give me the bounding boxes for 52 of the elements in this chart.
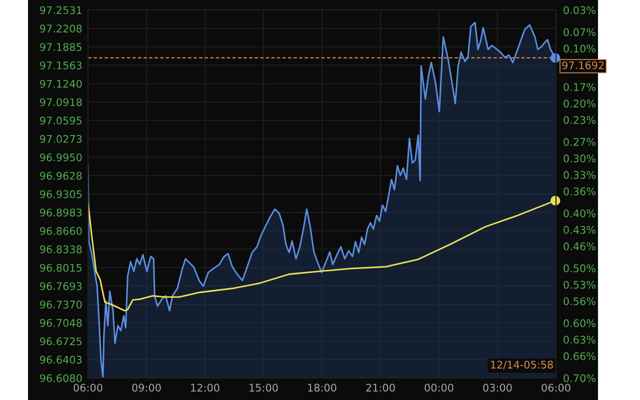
y-tick-label: 96.6403 bbox=[40, 356, 82, 364]
y-tick-label: 96.7693 bbox=[40, 282, 82, 290]
x-tick-label: 06:00 bbox=[74, 384, 102, 392]
y2-tick-label: 0.17% bbox=[564, 83, 596, 91]
y-tick-label: 96.9628 bbox=[40, 172, 82, 180]
y2-tick-label: 0.23% bbox=[564, 116, 596, 124]
y-tick-label: 97.1240 bbox=[40, 80, 82, 88]
y-tick-label: 97.2531 bbox=[40, 6, 82, 14]
y-tick-label: 96.8983 bbox=[40, 208, 82, 217]
y-tick-label: 97.0273 bbox=[40, 135, 82, 143]
y2-tick-label: 0.53% bbox=[564, 280, 596, 289]
y2-tick-label: 0.20% bbox=[564, 100, 596, 108]
x-tick-label: 09:00 bbox=[132, 384, 161, 392]
x-tick-label: 21:00 bbox=[366, 384, 395, 392]
y-tick-label: 97.1563 bbox=[40, 61, 82, 70]
y2-tick-label: 0.30% bbox=[564, 154, 596, 162]
y-tick-label: 97.2208 bbox=[40, 24, 82, 33]
y2-tick-label: 0.40% bbox=[564, 209, 596, 218]
x-tick-label: 12:00 bbox=[191, 384, 220, 392]
y-tick-label: 96.7048 bbox=[40, 319, 82, 327]
y-tick-label: 96.8338 bbox=[40, 245, 82, 254]
y-tick-label: 96.8015 bbox=[40, 264, 82, 272]
y2-tick-label: 0.63% bbox=[564, 336, 596, 344]
y-tick-label: 96.6725 bbox=[40, 337, 82, 346]
y-tick-label: 96.7370 bbox=[40, 300, 82, 309]
y-tick-label: 96.9305 bbox=[40, 190, 82, 198]
y2-tick-label: 0.46% bbox=[564, 242, 596, 250]
y2-tick-label: 0.56% bbox=[564, 297, 596, 306]
y2-tick-label: 0.33% bbox=[564, 171, 596, 179]
y-tick-label: 96.9950 bbox=[40, 153, 82, 162]
x-tick-label: 00:00 bbox=[424, 384, 454, 392]
x-tick-label: 18:00 bbox=[308, 384, 336, 392]
y-tick-label: 97.0595 bbox=[40, 116, 82, 125]
y2-tick-label: 0.43% bbox=[564, 226, 596, 234]
ref-line-label: 97.1692 bbox=[562, 61, 604, 70]
y2-tick-label: 0.50% bbox=[564, 264, 596, 272]
y-tick-label: 97.0918 bbox=[40, 98, 82, 106]
y-tick-label: 96.6080 bbox=[40, 374, 82, 382]
annotation: 12/14-05:58 bbox=[491, 360, 553, 370]
y2-tick-label: 0.70% bbox=[564, 374, 596, 382]
y2-tick-label: 0.66% bbox=[564, 352, 596, 360]
y2-tick-label: 0.36% bbox=[564, 187, 596, 196]
x-tick-label: 03:00 bbox=[483, 384, 512, 392]
y-tick-label: 97.1885 bbox=[40, 43, 82, 51]
y2-tick-label: 0.60% bbox=[564, 319, 596, 328]
x-tick-label: 15:00 bbox=[250, 384, 278, 392]
y2-tick-label: 0.27% bbox=[564, 138, 596, 146]
y2-tick-label: 0.10% bbox=[564, 44, 596, 53]
y2-tick-label: 0.07% bbox=[564, 28, 596, 36]
y2-tick-label: 0.03% bbox=[564, 6, 596, 14]
y-tick-label: 96.8660 bbox=[40, 227, 82, 235]
x-tick-label: 06:00 bbox=[542, 384, 570, 392]
